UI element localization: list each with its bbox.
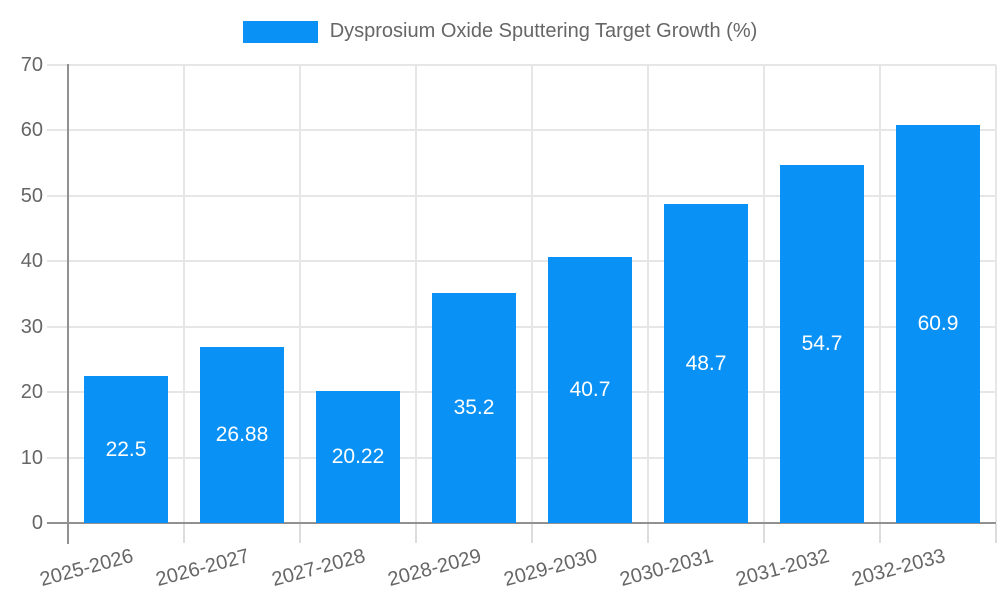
bar-2027-2028[interactable]: 20.22	[316, 391, 400, 523]
y-axis-tick-label: 50	[20, 185, 43, 207]
x-gridline	[299, 65, 301, 523]
y-axis-line	[67, 64, 69, 544]
x-axis-tick	[647, 524, 649, 543]
x-axis-category-label: 2027-2028	[269, 545, 368, 592]
x-axis-tick	[763, 524, 765, 543]
bar-value-label: 60.9	[917, 312, 959, 335]
bar-2026-2027[interactable]: 26.88	[200, 347, 284, 523]
bar-value-label: 26.88	[215, 423, 269, 446]
y-gridline	[47, 129, 996, 131]
y-gridline	[47, 326, 996, 328]
y-gridline	[47, 391, 996, 393]
x-gridline	[995, 65, 997, 523]
bar-2032-2033[interactable]: 60.9	[896, 125, 980, 523]
bar-2028-2029[interactable]: 35.2	[432, 293, 516, 523]
bar-2030-2031[interactable]: 48.7	[664, 204, 748, 523]
y-axis-tick-label: 20	[20, 381, 43, 403]
y-axis-tick-label: 40	[20, 250, 43, 272]
y-axis-tick-label: 70	[20, 54, 43, 76]
bar-value-label: 20.22	[331, 445, 385, 468]
bar-value-label: 22.5	[105, 437, 147, 461]
x-axis-tick	[531, 524, 533, 543]
x-axis-tick	[879, 524, 881, 543]
bar-2029-2030[interactable]: 40.7	[548, 257, 632, 523]
y-gridline	[47, 195, 996, 197]
y-gridline	[47, 457, 996, 459]
x-axis-tick	[995, 524, 997, 543]
x-axis-tick	[183, 524, 185, 543]
x-gridline	[763, 65, 765, 523]
x-axis-line	[47, 522, 996, 524]
y-gridline	[47, 260, 996, 262]
y-axis-tick-label: 30	[20, 316, 43, 338]
x-gridline	[531, 65, 533, 523]
bar-value-label: 35.2	[453, 396, 495, 419]
x-gridline	[183, 65, 185, 523]
x-axis-category-label: 2030-2031	[617, 545, 716, 592]
x-axis-tick	[415, 524, 417, 543]
y-axis-tick-label: 60	[20, 119, 43, 141]
legend[interactable]: Dysprosium Oxide Sputtering Target Growt…	[0, 20, 1000, 43]
x-axis-category-label: 2031-2032	[733, 545, 832, 592]
x-axis-tick	[299, 524, 301, 543]
x-axis-category-label: 2032-2033	[849, 545, 948, 592]
legend-label[interactable]: Dysprosium Oxide Sputtering Target Growt…	[329, 20, 758, 42]
bar-value-label: 40.7	[569, 378, 611, 401]
x-gridline	[647, 65, 649, 523]
x-axis-category-label: 2026-2027	[153, 545, 252, 592]
bar-value-label: 54.7	[801, 332, 843, 355]
x-gridline	[879, 65, 881, 523]
x-gridline	[415, 65, 417, 523]
bar-2031-2032[interactable]: 54.7	[780, 165, 864, 523]
y-axis-tick-label: 0	[31, 512, 43, 534]
x-axis-category-label: 2025-2026	[37, 545, 136, 592]
y-gridline	[47, 64, 996, 66]
x-axis-category-label: 2028-2029	[385, 545, 484, 592]
bar-value-label: 48.7	[685, 351, 727, 375]
bar-2025-2026[interactable]: 22.5	[84, 376, 168, 523]
legend-swatch[interactable]	[242, 20, 318, 43]
y-axis-tick-label: 10	[20, 447, 43, 469]
x-axis-category-label: 2029-2030	[501, 545, 600, 592]
